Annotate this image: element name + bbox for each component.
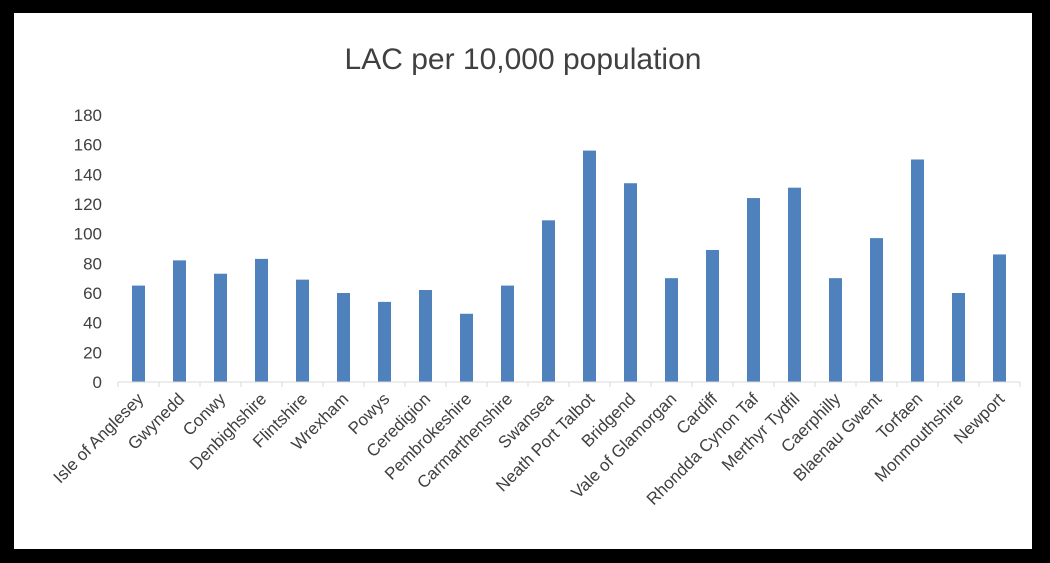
bar [583, 150, 596, 382]
y-tick-label: 20 [83, 343, 102, 362]
bar [665, 278, 678, 382]
bar [132, 285, 145, 382]
bar [788, 187, 801, 382]
bar [419, 290, 432, 382]
chart-frame: LAC per 10,000 population 0 20 40 60 80 100 12… [14, 13, 1032, 549]
bar [952, 293, 965, 382]
bar [911, 159, 924, 382]
y-tick-label: 80 [83, 254, 102, 273]
bar [829, 278, 842, 382]
bar [460, 313, 473, 382]
bar [378, 301, 391, 382]
bar [747, 198, 760, 382]
x-axis-ticks: Isle of AngleseyGwyneddConwyDenbighshire… [50, 382, 1021, 509]
bar [624, 183, 637, 382]
bar [706, 249, 719, 382]
bar [870, 238, 883, 382]
bar [255, 258, 268, 382]
y-tick-label: 40 [83, 314, 102, 333]
bar-chart: 0 20 40 60 80 100 120 140 160 180 Isle of Anglese… [50, 106, 1021, 509]
bar [173, 260, 186, 382]
bar [993, 254, 1006, 382]
y-tick-label: 160 [74, 136, 102, 155]
y-tick-label: 0 [93, 373, 102, 392]
y-tick-label: 60 [83, 284, 102, 303]
y-tick-label: 120 [74, 195, 102, 214]
y-tick-label: 180 [74, 106, 102, 125]
bars [132, 150, 1006, 382]
bar [296, 279, 309, 382]
bar [501, 285, 514, 382]
bar [214, 273, 227, 382]
bar [337, 293, 350, 382]
bar [542, 220, 555, 382]
chart-title: LAC per 10,000 population [344, 43, 702, 76]
y-tick-label: 100 [74, 225, 102, 244]
y-axis-ticks: 0 20 40 60 80 100 120 140 160 180 [74, 106, 102, 392]
y-tick-label: 140 [74, 165, 102, 184]
